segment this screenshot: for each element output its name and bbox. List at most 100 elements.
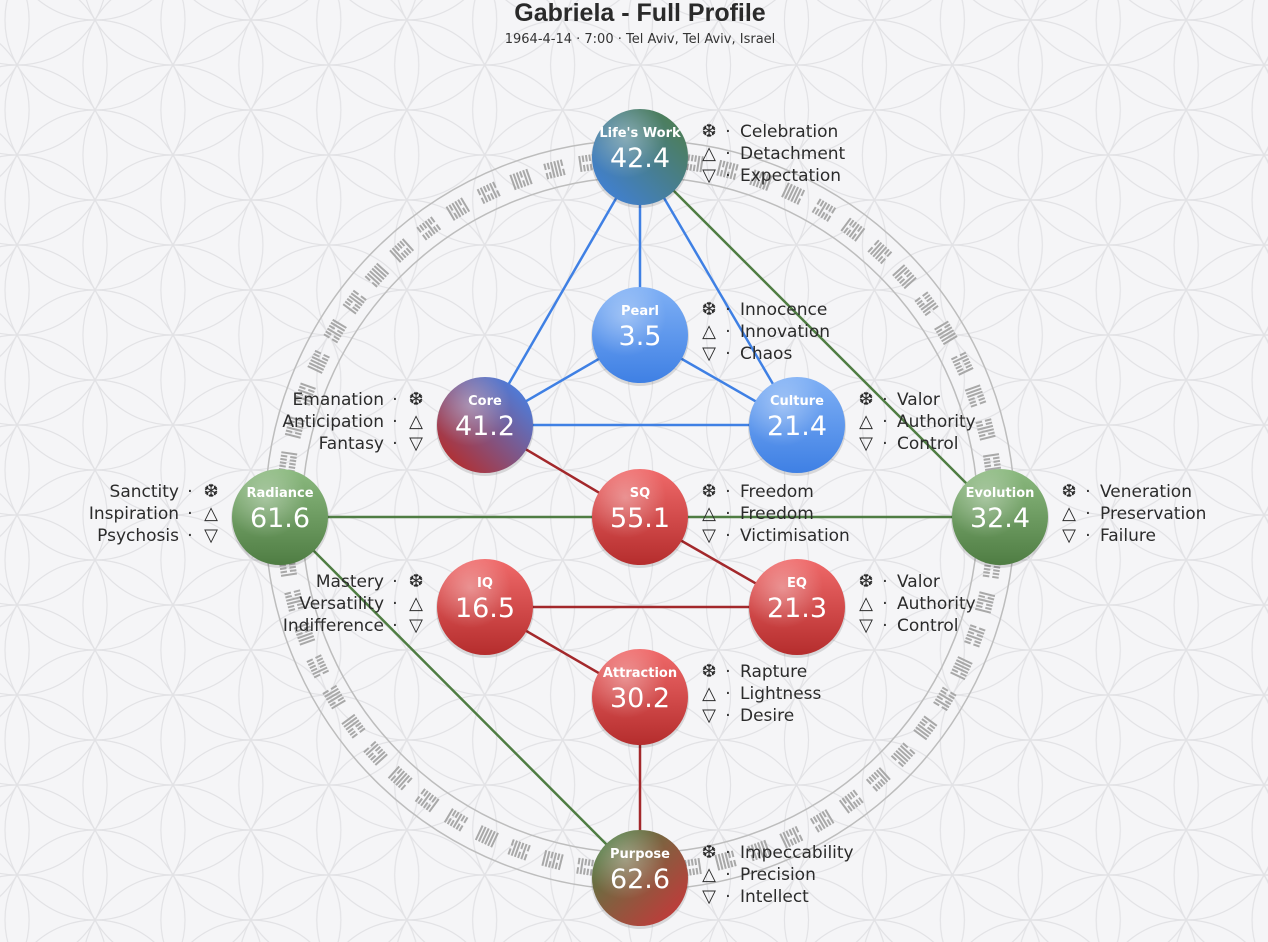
node-purpose[interactable]: Purpose 62.6 ❆ · Impeccability △ · Precision ▽ · I… [591,830,854,929]
separator-dot: · [882,390,887,410]
gift-label: Impeccability [740,843,854,863]
node-title: Life's Work [599,126,681,141]
gift-label: Desire [740,706,794,726]
hexagram-icon [950,351,974,376]
separator-dot: · [725,122,730,142]
triangle-up-icon: △ [859,411,873,432]
gift-label: Freedom [740,482,814,502]
separator-dot: · [725,706,730,726]
gift-label: Veneration [1100,482,1192,502]
hexagram-icon [445,197,471,221]
node-value: 21.4 [767,411,827,442]
hexagram-icon [913,715,938,741]
triangle-up-icon: △ [702,321,716,342]
snowflake-icon: ❆ [203,481,218,502]
node-value: 3.5 [619,321,662,352]
hexagram-icon [342,289,367,315]
gift-label: Detachment [740,144,846,164]
hexagram-icon [443,808,469,832]
hexagram-icon [387,765,413,791]
hexagram-icon [323,318,347,344]
separator-dot: · [882,412,887,432]
hexagram-icon [867,239,893,265]
separator-dot: · [725,166,730,186]
separator-dot: · [725,526,730,546]
hexagram-icon [747,839,771,862]
node-culture[interactable]: Culture 21.4 ❆ · Valor △ · Authority ▽ · Control [748,377,976,476]
hexagram-icon [714,850,737,871]
gift-label: Inspiration [89,504,179,524]
hexagram-icon [982,453,1002,475]
node-pearl[interactable]: Pearl 3.5 ❆ · Innocence △ · Innovation ▽ · Chaos [591,287,830,386]
node-value: 42.4 [610,143,670,174]
separator-dot: · [392,594,397,614]
hexagram-icon [934,320,958,346]
separator-dot: · [1085,526,1090,546]
snowflake-icon: ❆ [408,571,423,592]
node-eq[interactable]: EQ 21.3 ❆ · Valor △ · Authority ▽ · Control [748,559,976,658]
node-attraction[interactable]: Attraction 30.2 ❆ · Rapture △ · Lightness ▽ · Desi… [591,649,822,748]
hexagram-icon [476,181,501,205]
separator-dot: · [725,865,730,885]
snowflake-icon: ❆ [701,121,716,142]
gift-label: Valor [897,572,940,592]
node-value: 32.4 [970,503,1030,534]
node-title: Evolution [966,486,1035,501]
hexagram-icon [307,349,330,374]
separator-dot: · [392,434,397,454]
hexagram-icon [293,622,316,646]
separator-dot: · [725,344,730,364]
node-sq[interactable]: SQ 55.1 ❆ · Freedom △ · Freedom ▽ · Victimisation [591,469,850,568]
hexagram-icon [509,168,533,191]
hexagram-icon [975,418,996,441]
separator-dot: · [392,572,397,592]
triangle-down-icon: ▽ [859,615,873,636]
hexagram-icon [543,159,566,180]
triangle-down-icon: ▽ [702,343,716,364]
node-radiance[interactable]: Radiance 61.6 ❆ · Sanctity △ · Inspiration ▽ · Psy… [89,469,329,568]
separator-dot: · [882,572,887,592]
separator-dot: · [882,434,887,454]
gift-label: Freedom [740,504,814,524]
triangle-up-icon: △ [702,683,716,704]
separator-dot: · [1085,482,1090,502]
separator-dot: · [392,412,397,432]
hexagram-icon [779,825,804,849]
node-evolution[interactable]: Evolution 32.4 ❆ · Veneration △ · Preservation ▽… [951,469,1206,568]
gift-label: Precision [740,865,816,885]
triangle-down-icon: ▽ [702,705,716,726]
node-value: 61.6 [250,503,310,534]
node-value: 41.2 [455,411,515,442]
gift-label: Control [897,434,958,454]
node-title: Attraction [603,666,677,681]
node-lifes_work[interactable]: Life's Work 42.4 ❆ · Celebration △ · Detachment… [591,109,846,208]
triangle-down-icon: ▽ [409,615,423,636]
hexagram-icon [306,654,330,679]
gift-label: Mastery [316,572,384,592]
node-iq[interactable]: IQ 16.5 ❆ · Mastery △ · Versatility ▽ · Indifferen… [283,559,534,658]
separator-dot: · [725,887,730,907]
node-value: 21.3 [767,593,827,624]
gift-label: Intellect [740,887,809,907]
separator-dot: · [725,322,730,342]
hexagram-icon [892,264,917,290]
hexagram-icon [890,742,916,768]
gift-label: Anticipation [282,412,384,432]
gift-label: Control [897,616,958,636]
separator-dot: · [1085,504,1090,524]
hexagram-icon [284,589,305,612]
separator-dot: · [725,662,730,682]
hexagram-icon [749,169,773,191]
gift-label: Celebration [740,122,838,142]
triangle-up-icon: △ [409,411,423,432]
hexagram-icon [975,591,996,614]
hexagram-icon [284,416,305,439]
hexagram-icon [781,182,806,205]
node-value: 16.5 [455,593,515,624]
birth-details: 1964-4-14 · 7:00 · Tel Aviv, Tel Aviv, I… [505,32,776,47]
node-title: EQ [787,576,807,591]
triangle-down-icon: ▽ [702,165,716,186]
separator-dot: · [882,616,887,636]
node-core[interactable]: Core 41.2 ❆ · Emanation △ · Anticipation ▽ · Fanta… [282,377,534,476]
hexagram-icon [294,382,316,406]
